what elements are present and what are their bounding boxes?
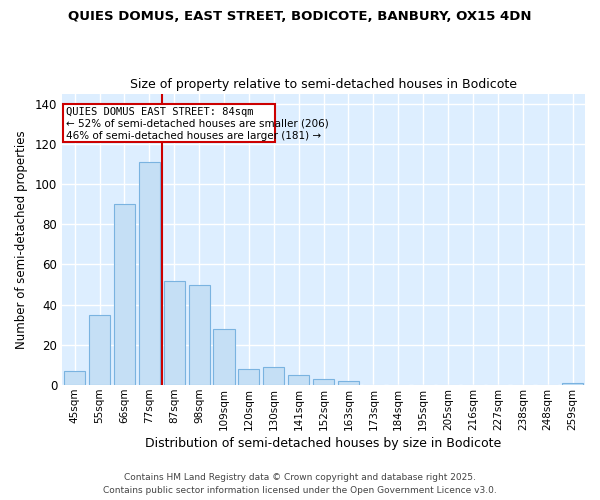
X-axis label: Distribution of semi-detached houses by size in Bodicote: Distribution of semi-detached houses by … (145, 437, 502, 450)
Bar (562, 383, 583, 385)
Text: Contains HM Land Registry data © Crown copyright and database right 2025.
Contai: Contains HM Land Registry data © Crown c… (103, 474, 497, 495)
Text: ← 52% of semi-detached houses are smaller (206): ← 52% of semi-detached houses are smalle… (66, 118, 329, 128)
Text: 46% of semi-detached houses are larger (181) →: 46% of semi-detached houses are larger (… (66, 131, 321, 141)
Title: Size of property relative to semi-detached houses in Bodicote: Size of property relative to semi-detach… (130, 78, 517, 91)
Bar (188, 284, 209, 385)
Bar (313, 379, 334, 385)
Bar (263, 367, 284, 385)
Bar (64, 371, 85, 385)
Bar (214, 329, 235, 385)
Bar (238, 369, 259, 385)
Bar (139, 162, 160, 385)
Y-axis label: Number of semi-detached properties: Number of semi-detached properties (15, 130, 28, 348)
Bar (89, 315, 110, 385)
FancyBboxPatch shape (64, 104, 275, 142)
Bar (114, 204, 135, 385)
Bar (338, 381, 359, 385)
Text: QUIES DOMUS EAST STREET: 84sqm: QUIES DOMUS EAST STREET: 84sqm (66, 106, 253, 117)
Text: QUIES DOMUS, EAST STREET, BODICOTE, BANBURY, OX15 4DN: QUIES DOMUS, EAST STREET, BODICOTE, BANB… (68, 10, 532, 23)
Bar (164, 280, 185, 385)
Bar (288, 375, 309, 385)
